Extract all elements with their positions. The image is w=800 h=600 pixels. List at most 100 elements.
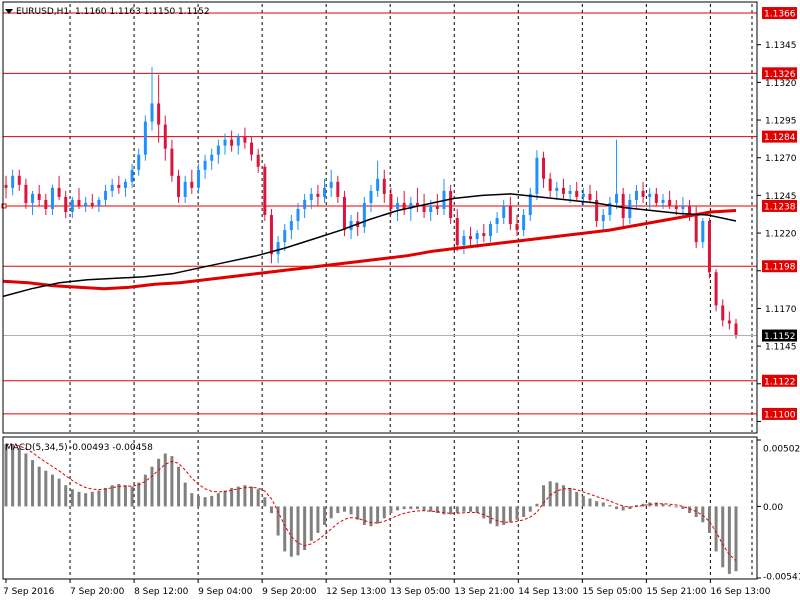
level-label: 1.1198 <box>764 263 796 273</box>
macd-bar <box>376 506 380 524</box>
candle <box>382 169 386 203</box>
macd-bar <box>90 491 94 507</box>
symbol-title: EURUSD,H1 <box>16 7 69 17</box>
candle-body <box>296 208 300 222</box>
candle-body <box>342 196 346 231</box>
candle <box>707 218 711 279</box>
macd-bar <box>402 506 406 510</box>
candle <box>581 187 585 206</box>
candle <box>4 175 8 199</box>
candle <box>648 187 652 209</box>
candle-body <box>24 184 28 203</box>
candle <box>389 187 393 215</box>
menu-triangle-icon[interactable] <box>5 9 13 14</box>
candle-body <box>57 187 61 197</box>
candle-body <box>475 233 479 240</box>
macd-bar <box>502 506 506 525</box>
candle-body <box>104 190 108 200</box>
price-tick-label: 1.1245 <box>765 192 797 202</box>
candle-body <box>236 136 240 146</box>
candle <box>196 163 200 194</box>
candle-body <box>289 221 293 231</box>
candle <box>362 196 366 234</box>
level-lines <box>1 12 757 415</box>
macd-bar <box>654 502 658 507</box>
candle <box>137 148 141 176</box>
macd-bar <box>137 482 141 507</box>
candle <box>210 148 214 170</box>
time-tick-label: 16 Sep 13:00 <box>710 587 770 597</box>
candle <box>369 184 373 212</box>
macd-bar <box>542 485 546 507</box>
candle-body <box>641 190 645 197</box>
candle-body <box>621 193 625 218</box>
level-label-box <box>762 199 797 212</box>
macd-axis: 0.00502 0.00 -0.00541 <box>757 439 800 583</box>
level-label-box <box>762 260 797 273</box>
candle <box>163 115 167 161</box>
candle <box>575 181 579 200</box>
candle-body <box>648 193 652 197</box>
macd-bar <box>634 505 638 507</box>
candle-body <box>210 154 214 161</box>
macd-bar <box>123 485 127 507</box>
macd-bar <box>515 506 519 520</box>
macd-bar <box>110 485 114 507</box>
candle <box>535 150 539 200</box>
macd-bar <box>608 505 612 507</box>
macd-bar <box>309 506 313 541</box>
candle-body <box>11 175 15 188</box>
level-label: 1.1284 <box>764 133 796 143</box>
candle-body <box>634 190 638 200</box>
macd-bar <box>455 506 459 514</box>
candle-body <box>555 187 559 191</box>
candle <box>157 74 161 143</box>
candle-body <box>256 154 260 167</box>
time-tick-label: 13 Sep 05:00 <box>390 587 450 597</box>
candle-body <box>694 214 698 243</box>
candle <box>24 178 28 209</box>
candle-body <box>17 175 21 185</box>
candle <box>283 224 287 252</box>
time-tick-label: 7 Sep 2016 <box>3 587 55 597</box>
level-label-box <box>762 67 797 80</box>
macd-bar <box>177 466 181 507</box>
candle-body <box>382 178 386 194</box>
candle-body <box>150 103 154 122</box>
candle-body <box>276 242 280 255</box>
candle-body <box>4 184 8 188</box>
candle-body <box>137 154 141 170</box>
candle <box>123 178 127 197</box>
macd-bar <box>70 489 74 507</box>
candle-body <box>177 175 181 197</box>
macd-bar <box>707 506 711 533</box>
candle-body <box>727 320 731 324</box>
macd-bar <box>230 487 234 507</box>
macd-bar <box>263 497 267 507</box>
candle <box>482 224 486 243</box>
macd-bar <box>163 453 167 507</box>
fast-moving-average-line <box>2 193 737 298</box>
candle <box>77 187 81 209</box>
candle-body <box>455 218 459 246</box>
macd-bar <box>449 506 453 515</box>
time-tick-label: 12 Sep 13:00 <box>326 587 386 597</box>
candle <box>714 269 718 312</box>
chart-frames <box>2 1 758 580</box>
macd-bar <box>621 506 625 511</box>
candle <box>50 184 54 215</box>
macd-title: MACD(5,34,5) <box>5 443 68 453</box>
macd-bar <box>714 506 718 552</box>
candle <box>522 208 526 237</box>
macd-bar <box>283 506 287 552</box>
candle <box>694 205 698 249</box>
macd-tick-label: -0.00541 <box>763 573 800 583</box>
macd-bar <box>196 495 200 507</box>
candle-body <box>502 205 506 218</box>
macd-bar <box>269 506 273 514</box>
candle <box>143 115 147 161</box>
price-tick-label: 1.1145 <box>765 343 797 353</box>
macd-bar <box>130 486 134 507</box>
candle <box>449 184 453 225</box>
